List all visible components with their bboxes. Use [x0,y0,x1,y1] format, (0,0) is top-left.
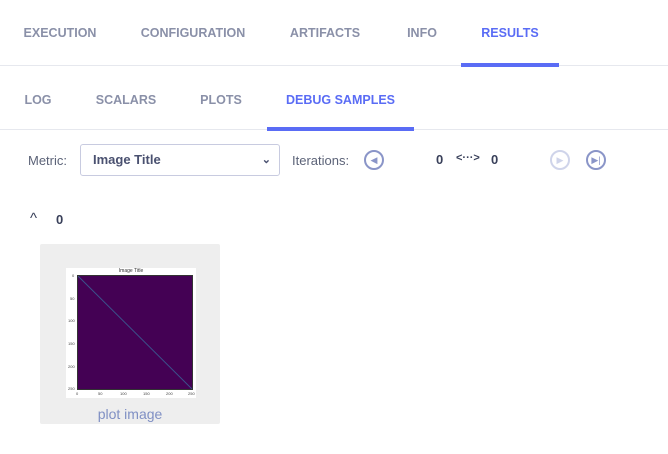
next-iteration-button[interactable]: ▶ [550,150,570,170]
debug-sample-card[interactable]: Image Title 0 50 100 150 200 250 0 50 10… [40,244,220,424]
xtick: 0 [76,391,79,396]
thumb-title: Image Title [118,268,144,274]
metric-value: Image Title [93,152,161,167]
previous-iteration-button[interactable]: ◀ [364,150,384,170]
tab-configuration[interactable]: CONFIGURATION [140,26,246,40]
xtick: 200 [166,391,173,396]
xtick: 250 [188,391,195,396]
xtick: 50 [98,391,103,396]
tab-results[interactable]: RESULTS [461,0,559,67]
iterations-label: Iterations: [292,153,350,168]
xtick: 100 [120,391,127,396]
metric-select[interactable]: Image Title ⌄ [80,144,280,176]
last-iteration-button[interactable]: ▶| [586,150,606,170]
ytick: 50 [70,296,75,301]
xtick: 150 [143,391,150,396]
sample-thumbnail: Image Title 0 50 100 150 200 250 0 50 10… [66,268,196,398]
tab-info[interactable]: INFO [407,26,437,40]
sub-tabs: LOG SCALARS PLOTS DEBUG SAMPLES [0,66,668,131]
iteration-to: 0 [491,152,499,167]
ytick: 250 [68,386,75,391]
thumb-plot [77,275,193,390]
collapse-chevron-icon[interactable]: ^ [30,210,38,227]
ytick: 150 [68,341,75,346]
diagonal-line [78,276,192,389]
iteration-from: 0 [436,152,444,167]
tab-scalars[interactable]: SCALARS [95,93,157,107]
tab-plots[interactable]: PLOTS [200,93,242,107]
tab-log[interactable]: LOG [24,93,52,107]
chevron-down-icon: ⌄ [261,154,271,166]
iteration-range-icon: <···> [456,152,480,164]
metric-label: Metric: [28,153,67,168]
ytick: 0 [72,273,75,278]
sample-caption[interactable]: plot image [97,406,163,422]
tab-debug-samples[interactable]: DEBUG SAMPLES [267,66,414,131]
group-title: 0 [56,212,64,227]
tab-execution[interactable]: EXECUTION [23,26,97,40]
ytick: 100 [68,318,75,323]
tab-artifacts[interactable]: ARTIFACTS [289,26,361,40]
main-tabs: EXECUTION CONFIGURATION ARTIFACTS INFO R… [0,0,668,67]
ytick: 200 [68,364,75,369]
